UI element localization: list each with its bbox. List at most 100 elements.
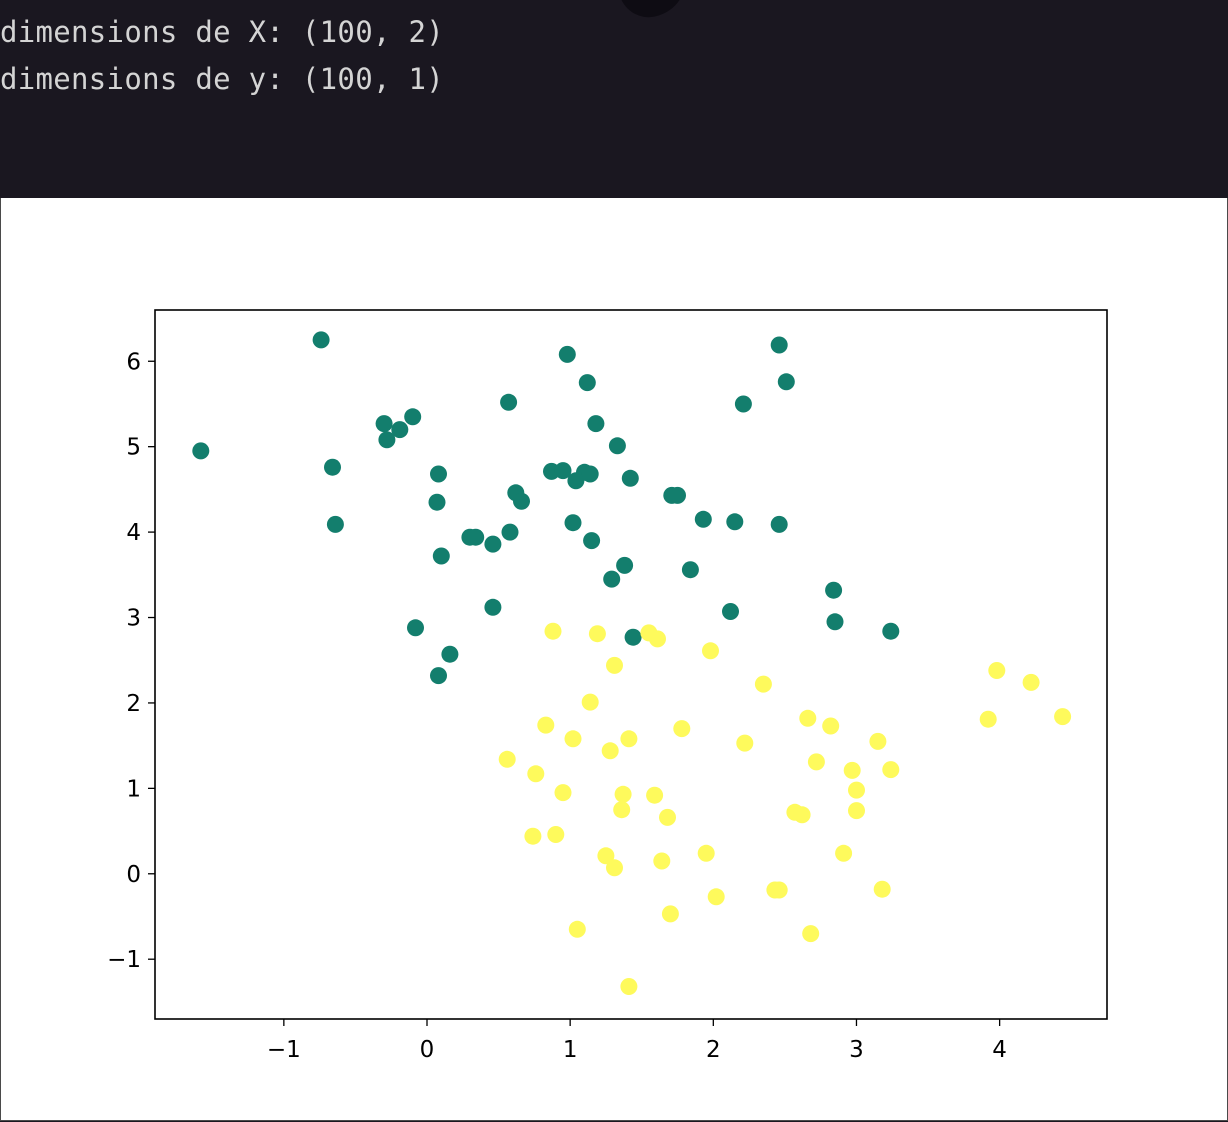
scatter-point-class-0: [558, 345, 576, 363]
y-tick-label: 5: [126, 435, 141, 461]
scatter-point-class-1: [882, 761, 900, 779]
scatter-point-class-1: [1054, 708, 1072, 726]
scatter-point-class-0: [603, 570, 621, 588]
x-tick-label: −1: [267, 1037, 301, 1063]
scatter-point-class-1: [736, 734, 754, 752]
scatter-point-class-0: [192, 442, 210, 460]
toolbar-shadow-shape: [615, 0, 695, 23]
scatter-point-class-0: [722, 603, 739, 620]
scatter-point-class-1: [673, 720, 691, 738]
scatter-point-class-1: [873, 880, 891, 898]
scatter-point-class-0: [581, 465, 599, 483]
scatter-point-class-1: [597, 847, 615, 865]
scatter-point-class-1: [568, 920, 586, 938]
cell-output-panel: dimensions de X: (100, 2) dimensions de …: [0, 0, 1228, 198]
scatter-point-class-1: [646, 786, 664, 804]
scatter-point-class-0: [578, 374, 596, 392]
scatter-point-class-1: [807, 753, 825, 771]
scatter-point-class-1: [606, 656, 623, 674]
scatter-point-class-1: [822, 717, 840, 735]
scatter-point-class-1: [848, 802, 865, 820]
scatter-point-class-1: [799, 709, 817, 727]
scatter-point-class-0: [500, 393, 518, 411]
figure-output: −1 0 1 2 3 4 −1 0 1 2 3 4 5 6: [0, 198, 1228, 1121]
scatter-point-class-0: [404, 408, 422, 426]
scatter-point-class-1: [620, 730, 638, 748]
scatter-point-class-1: [659, 808, 676, 826]
scatter-point-class-1: [702, 642, 719, 660]
scatter-point-class-0: [624, 628, 642, 646]
y-tick-label: −1: [107, 947, 141, 973]
y-tick-label: 2: [126, 691, 141, 717]
scatter-point-class-0: [726, 513, 744, 531]
x-tick-label: 0: [420, 1037, 435, 1063]
scatter-point-class-0: [669, 486, 686, 504]
scatter-point-class-1: [614, 785, 632, 803]
x-tick-label: 1: [563, 1037, 578, 1063]
scatter-point-class-1: [770, 881, 788, 899]
scatter-point-class-0: [770, 515, 788, 533]
scatter-point-class-1: [606, 859, 623, 877]
scatter-point-class-0: [621, 469, 639, 487]
scatter-point-class-1: [498, 750, 516, 768]
scatter-point-class-0: [826, 613, 844, 631]
scatter-point-class-1: [793, 806, 811, 824]
scatter-point-class-0: [608, 437, 626, 455]
x-tick-label: 4: [992, 1037, 1007, 1063]
x-tick-label: 2: [706, 1037, 721, 1063]
scatter-point-class-1: [869, 732, 887, 750]
scatter-point-class-0: [407, 619, 424, 637]
scatter-point-class-0: [467, 528, 485, 546]
scatter-point-class-0: [583, 532, 601, 550]
scatter-point-class-0: [326, 515, 344, 533]
scatter-point-class-1: [537, 716, 555, 734]
scatter-point-class-0: [681, 561, 699, 579]
y-tick-label: 4: [126, 520, 141, 546]
scatter-point-class-0: [734, 395, 752, 413]
axes-frame: [154, 309, 1108, 1020]
scatter-point-class-1: [843, 761, 861, 779]
y-tick-label: 6: [126, 349, 141, 375]
scatter-point-class-1: [1022, 673, 1040, 691]
scatter-point-class-1: [524, 827, 542, 845]
scatter-point-class-1: [601, 742, 619, 760]
scatter-point-class-1: [613, 801, 631, 819]
scatter-point-class-0: [391, 421, 409, 439]
scatter-point-class-1: [653, 852, 671, 870]
scatter-point-class-1: [835, 844, 853, 862]
points-layer: [192, 331, 1072, 995]
scatter-point-class-0: [770, 336, 788, 354]
scatter-point-class-0: [554, 462, 572, 480]
scatter-point-class-0: [513, 492, 530, 510]
y-tick-label: 3: [126, 606, 141, 632]
scatter-point-class-1: [581, 693, 599, 711]
scatter-point-class-1: [547, 826, 565, 843]
scatter-point-class-0: [484, 598, 502, 616]
scatter-point-class-0: [324, 458, 341, 476]
scatter-point-class-1: [697, 844, 715, 862]
scatter-point-class-0: [428, 493, 446, 511]
scatter-point-class-0: [564, 514, 582, 532]
scatter-point-class-1: [620, 978, 638, 995]
scatter-point-class-1: [979, 710, 997, 728]
scatter-point-class-0: [777, 373, 795, 391]
scatter-point-class-0: [587, 415, 605, 433]
scatter-point-class-0: [430, 667, 447, 685]
scatter-point-class-0: [375, 415, 393, 433]
y-tick-label: 1: [126, 776, 141, 802]
y-tick-label: 0: [126, 862, 141, 888]
scatter-point-class-1: [848, 781, 865, 799]
scatter-plot: −1 0 1 2 3 4 −1 0 1 2 3 4 5 6: [107, 309, 1108, 1063]
scatter-point-class-1: [649, 630, 666, 648]
output-line-x-shape: dimensions de X: (100, 2): [0, 15, 444, 49]
scatter-point-class-1: [544, 622, 562, 640]
output-line-y-shape: dimensions de y: (100, 1): [0, 62, 444, 96]
scatter-point-class-1: [988, 662, 1006, 679]
scatter-point-class-0: [430, 465, 447, 483]
scatter-point-class-0: [432, 547, 450, 565]
scatter-point-class-0: [484, 535, 502, 553]
scatter-point-class-1: [564, 730, 582, 748]
scatter-point-class-0: [441, 645, 459, 663]
scatter-point-class-1: [802, 925, 820, 943]
scatter-point-class-1: [527, 765, 545, 783]
